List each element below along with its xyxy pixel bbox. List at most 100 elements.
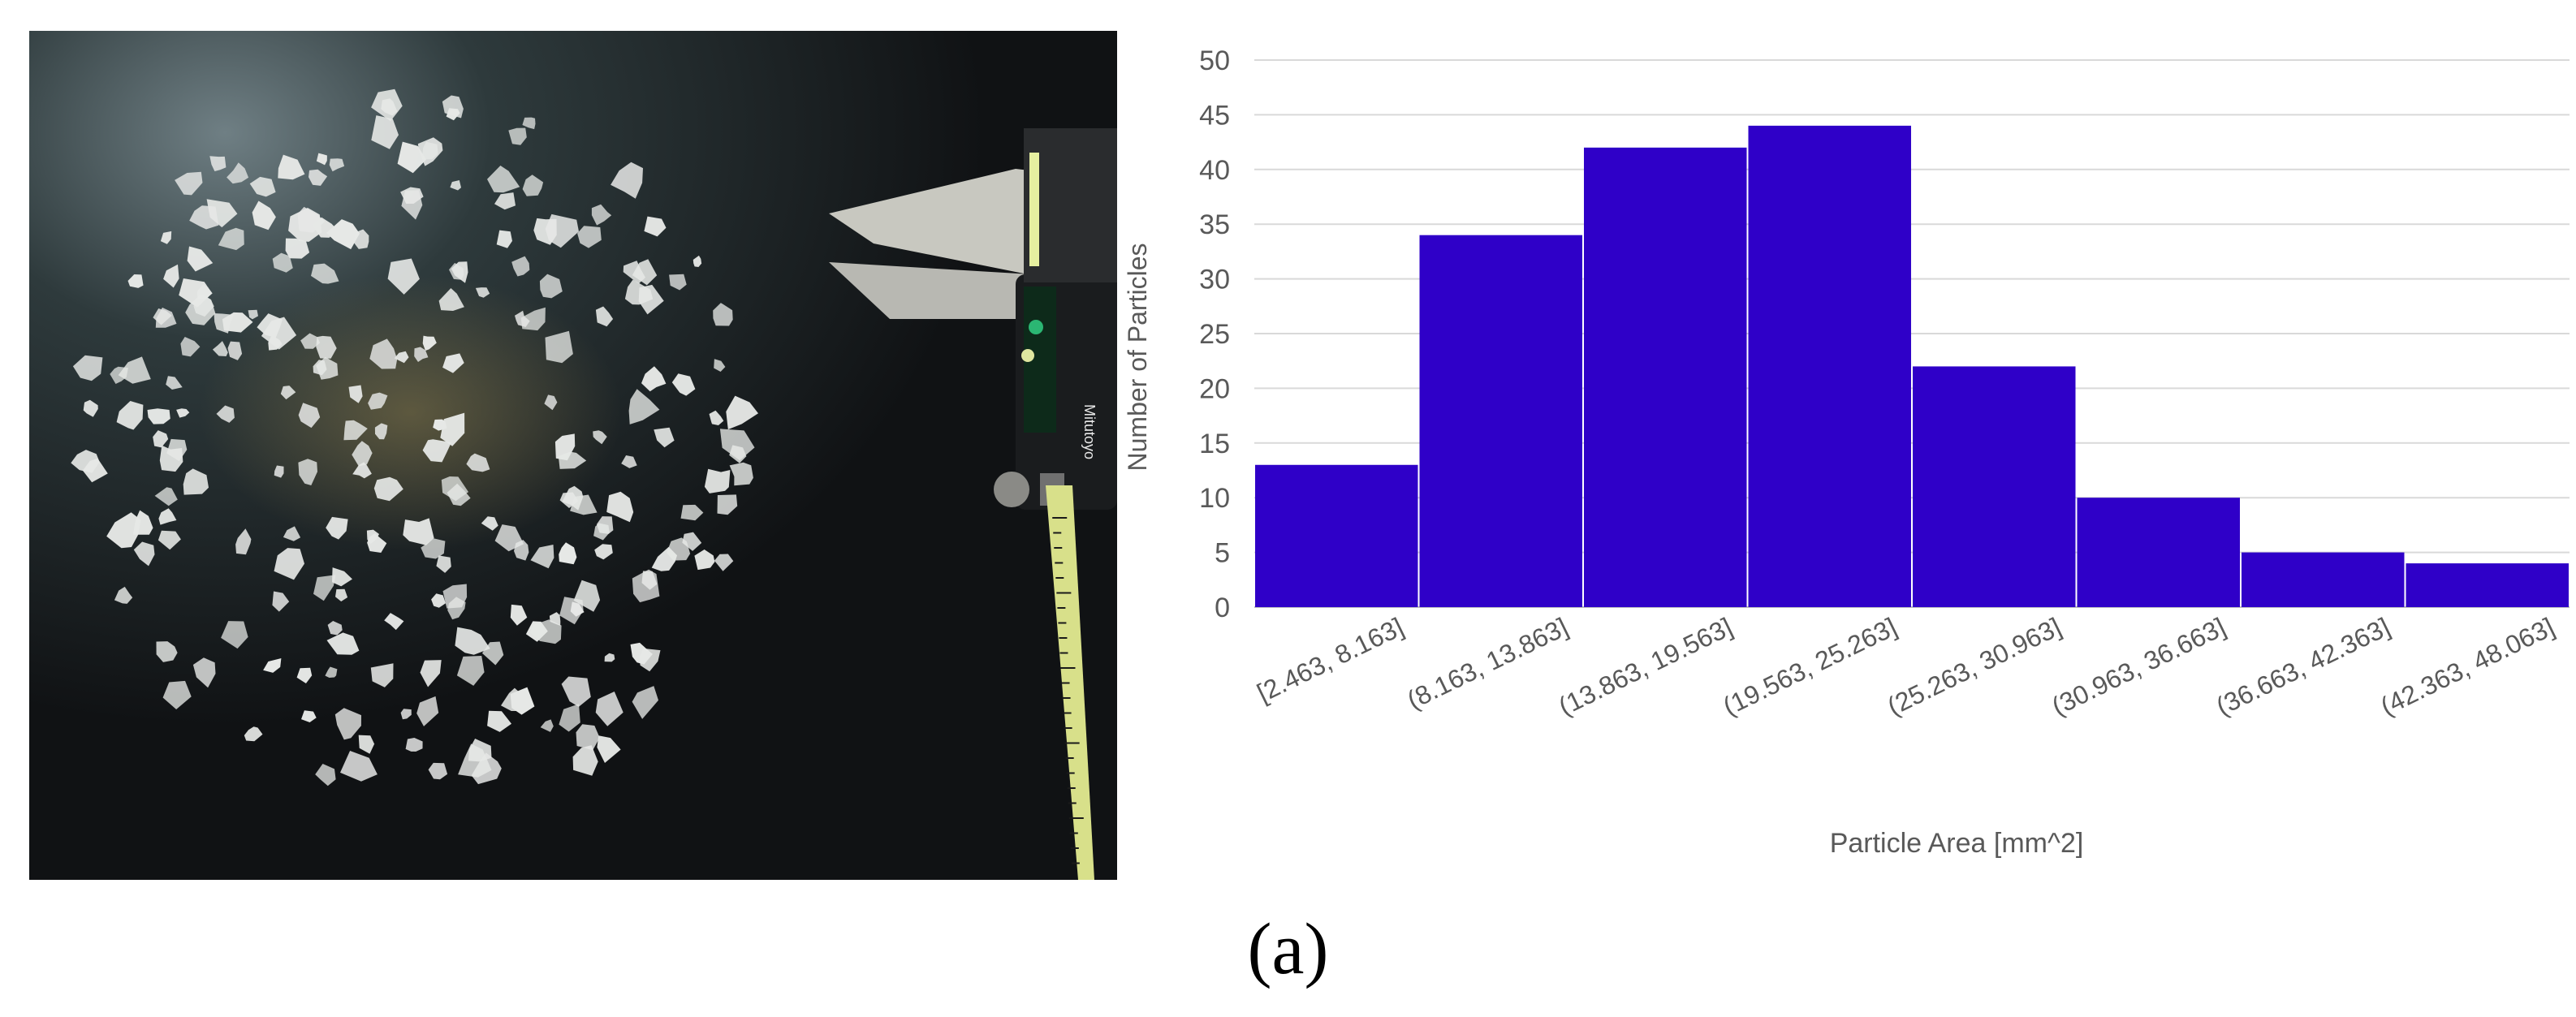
caliper-icon: Mitutoyo	[829, 128, 1117, 880]
particle-flake	[559, 704, 580, 732]
particle-flake	[209, 156, 227, 171]
particle-flake	[422, 439, 451, 463]
histogram-bar	[1913, 366, 2076, 607]
particle-flake	[196, 284, 213, 299]
particle-flake	[369, 338, 398, 369]
particle-flake	[166, 376, 183, 390]
particle-flake	[340, 751, 378, 782]
particle-flake	[572, 745, 598, 776]
particle-flake	[313, 217, 338, 238]
particle-flake	[366, 529, 379, 544]
particle-flake	[189, 205, 219, 230]
particle-flake	[218, 227, 244, 251]
particle-flake	[442, 353, 464, 373]
particle-flake	[114, 586, 133, 604]
y-tick-label: 25	[1199, 319, 1230, 350]
x-tick-label: (25.263, 30.963]	[1883, 612, 2065, 722]
particle-flake	[221, 621, 248, 649]
particle-flake	[604, 653, 615, 662]
y-tick-label: 5	[1215, 538, 1230, 569]
particle-flake	[481, 516, 498, 531]
y-axis-tick-labels: 0 5 10 15 20 25 30 35 40 45 50	[1199, 45, 1230, 623]
particle-flake	[301, 710, 317, 722]
particle-flake	[414, 347, 429, 362]
particle-flake	[466, 453, 490, 472]
particle-flake	[300, 333, 321, 349]
particle-flake	[511, 256, 530, 277]
particle-flake	[428, 762, 448, 780]
particle-flake	[644, 216, 667, 237]
x-tick-label: (36.663, 42.363]	[2211, 612, 2394, 722]
particle-flake	[717, 494, 738, 515]
particle-flake	[416, 696, 439, 726]
particle-flake	[544, 394, 558, 411]
particle-flake	[227, 341, 243, 360]
particle-flake	[593, 430, 607, 445]
particle-flake	[494, 524, 524, 552]
particle-flake	[326, 632, 360, 655]
particle-flake	[487, 710, 511, 732]
particle-flake	[481, 641, 504, 666]
particle-flake	[71, 450, 100, 473]
particle-flake	[326, 516, 348, 540]
particle-flake	[384, 613, 404, 631]
particle-flake	[325, 666, 338, 678]
particle-flake	[133, 541, 155, 567]
particle-flake	[654, 427, 675, 448]
y-tick-label: 45	[1199, 100, 1230, 131]
particle-flake	[494, 192, 516, 210]
particle-flake	[180, 337, 201, 357]
particle-flake	[632, 686, 658, 719]
particle-flake	[591, 204, 612, 226]
particle-flake	[127, 274, 144, 288]
histogram-bar	[1419, 235, 1582, 607]
particle-flake	[693, 255, 702, 267]
particle-flake	[530, 545, 554, 569]
particle-flake	[714, 359, 726, 372]
panel-label: (a)	[1247, 909, 1329, 989]
particle-flake	[387, 258, 420, 295]
particle-flake	[403, 518, 434, 545]
particle-flake	[545, 330, 573, 364]
svg-text:Mitutoyo: Mitutoyo	[1081, 404, 1098, 459]
particle-flake	[611, 162, 643, 199]
particle-flake	[438, 288, 464, 311]
particle-flake	[222, 312, 253, 333]
particle-flake	[420, 660, 442, 687]
histogram-bars	[1255, 125, 2569, 608]
photo-warm-glow	[200, 274, 622, 550]
particle-flake	[249, 176, 276, 197]
particle-flake	[298, 403, 321, 429]
particle-flake	[313, 360, 327, 376]
particle-flake	[326, 219, 360, 250]
particle-flake	[682, 532, 702, 551]
y-tick-label: 10	[1199, 483, 1230, 514]
particle-flake	[155, 307, 177, 328]
y-tick-label: 30	[1199, 265, 1230, 295]
particle-flake	[352, 441, 373, 467]
histogram-bar	[2242, 552, 2405, 607]
particle-flake	[447, 483, 471, 506]
particle-flake	[162, 680, 192, 709]
particle-flake	[540, 719, 554, 732]
particle-flake	[370, 663, 394, 687]
y-tick-label: 0	[1215, 593, 1230, 623]
particle-flake	[154, 487, 178, 506]
y-axis-title: Number of Particles	[1123, 243, 1152, 472]
particle-flake	[433, 419, 447, 431]
particle-flake	[175, 171, 203, 196]
particle-flake	[630, 642, 653, 665]
particle-flake	[353, 229, 369, 249]
particle-flake	[187, 246, 214, 272]
particle-flake	[558, 451, 587, 469]
particle-flake	[606, 491, 634, 523]
y-tick-label: 35	[1199, 209, 1230, 240]
particle-flake	[623, 261, 645, 284]
particle-flake	[272, 591, 290, 612]
particle-flake	[680, 504, 704, 521]
particle-flake	[632, 569, 660, 603]
particle-flake	[496, 230, 512, 248]
particle-flake	[192, 657, 216, 688]
particle-flake	[671, 373, 696, 396]
particle-flake	[515, 310, 530, 327]
